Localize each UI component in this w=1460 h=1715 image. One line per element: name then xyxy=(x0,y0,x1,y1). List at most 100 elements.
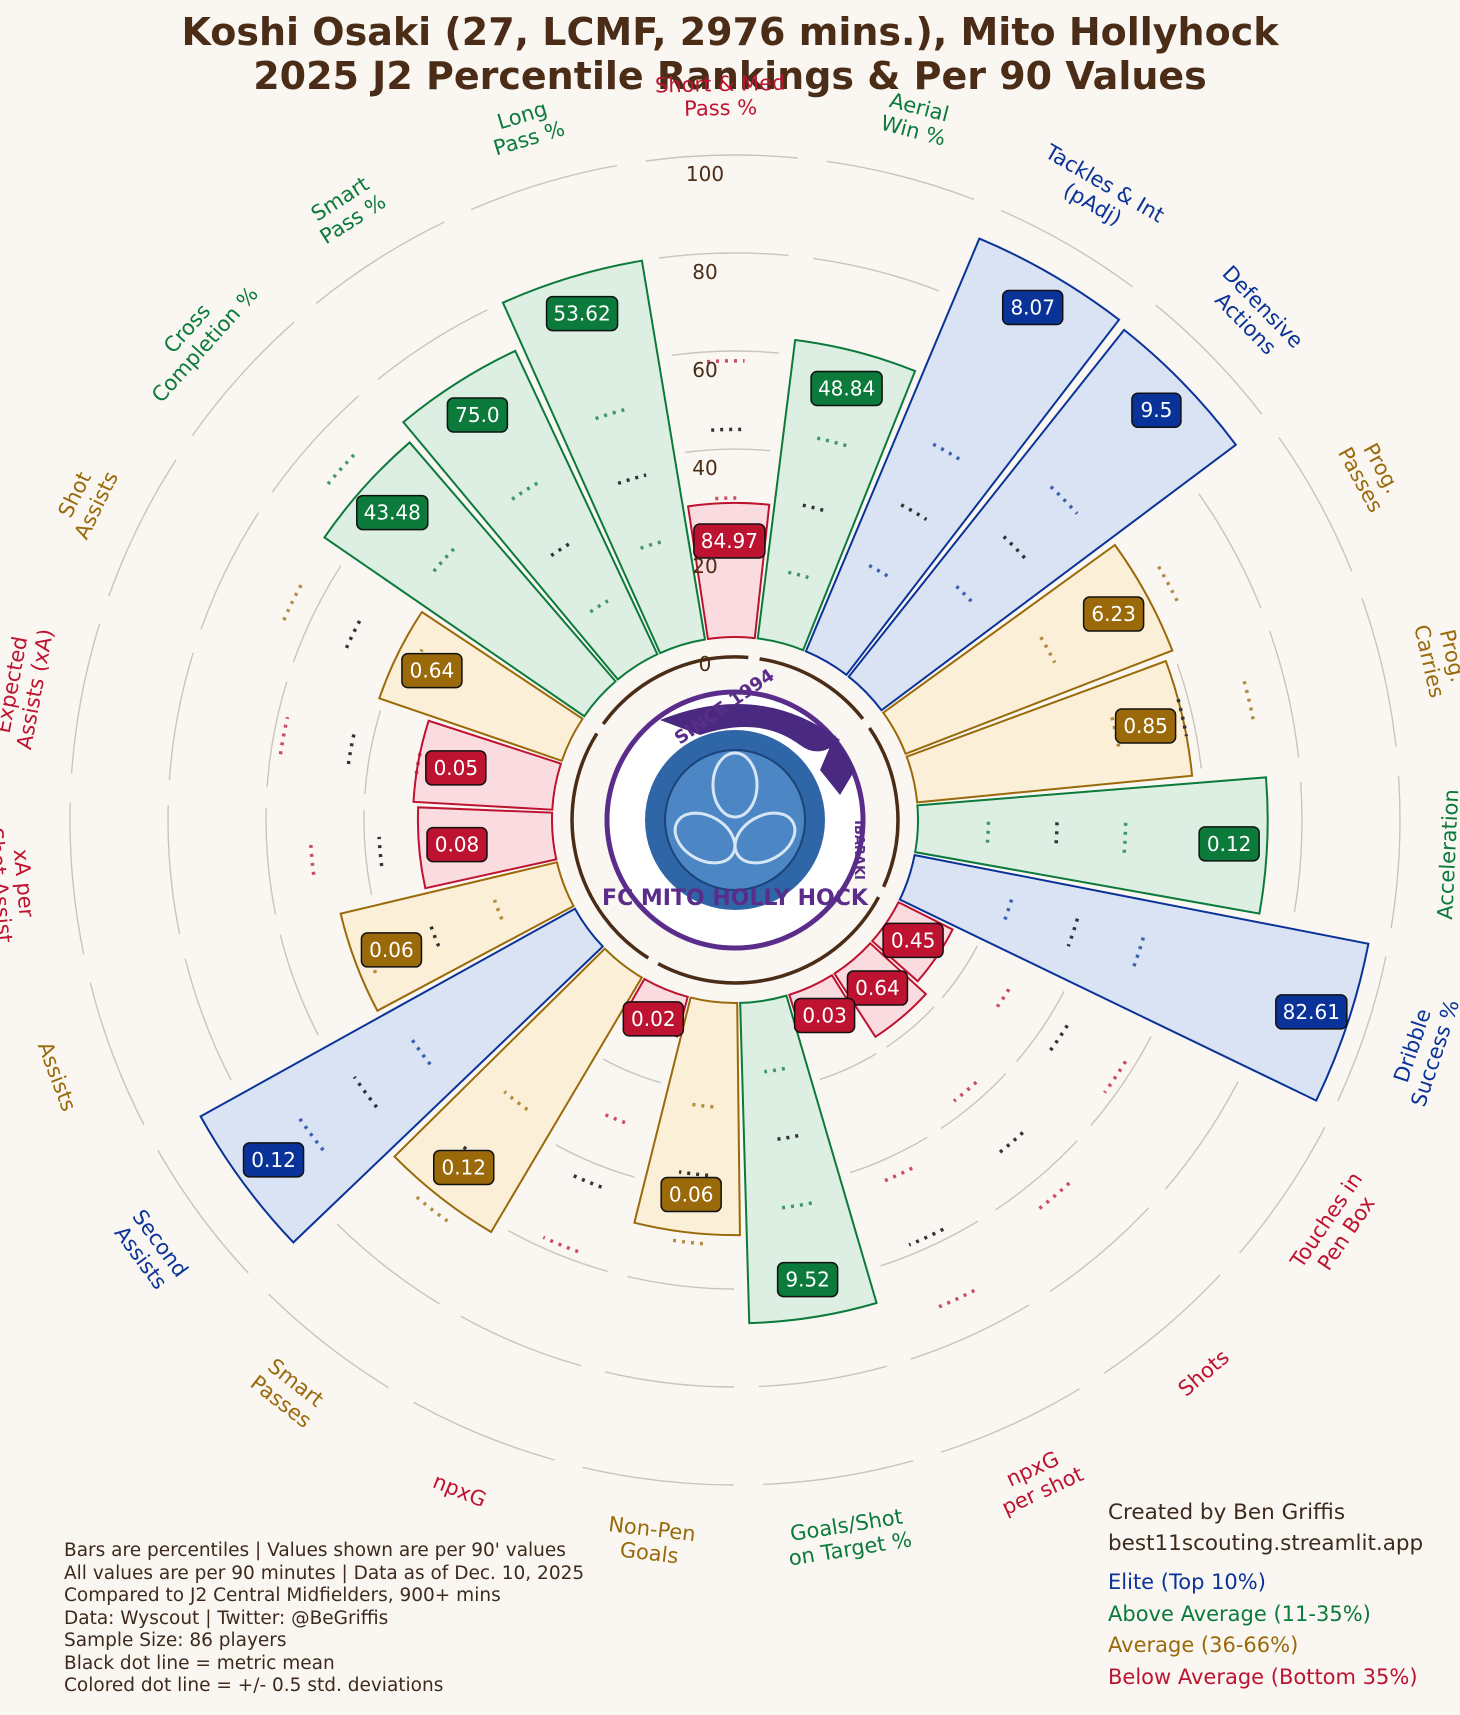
reference-dots xyxy=(1037,1181,1071,1211)
value-label-text: 9.52 xyxy=(785,1268,830,1292)
radial-tick-label: 20 xyxy=(692,554,717,578)
metric-label: SecondAssists xyxy=(108,1205,193,1296)
reference-dots xyxy=(550,539,575,558)
reference-dots xyxy=(816,436,849,448)
grid-arc xyxy=(377,309,488,381)
reference-dots xyxy=(900,503,928,521)
value-label: 0.12 xyxy=(432,1149,495,1186)
grid-arc xyxy=(413,1401,555,1461)
reference-dots xyxy=(1110,716,1121,749)
grid-arc xyxy=(627,1275,735,1290)
value-label-text: 0.02 xyxy=(631,1007,676,1031)
value-label: 0.05 xyxy=(425,750,487,786)
club-logo: SINCE 1994 FC MITO HOLLY HOCK IBARAKI xyxy=(602,665,869,951)
bar-10 xyxy=(739,994,878,1325)
legend-below-average: Below Average (Bottom 35%) xyxy=(1108,1664,1418,1689)
bar-4 xyxy=(905,659,1194,804)
grid-arc xyxy=(826,160,975,201)
grid-arc xyxy=(507,1229,608,1273)
grid-arc xyxy=(268,1293,389,1389)
reference-dots-layer xyxy=(278,359,1256,1311)
group-separators xyxy=(570,655,900,985)
value-label-box xyxy=(426,826,488,863)
reference-dots xyxy=(511,480,540,501)
value-label-text: 0.64 xyxy=(410,659,455,683)
value-label: 48.84 xyxy=(810,370,883,407)
reference-dots xyxy=(296,1114,325,1152)
value-label-box xyxy=(776,1261,839,1298)
grid-arc xyxy=(89,982,145,1126)
value-label-box xyxy=(622,1001,685,1037)
reference-dots xyxy=(377,836,384,867)
value-label: 82.61 xyxy=(1275,994,1348,1030)
reference-dots xyxy=(802,503,829,514)
reference-dots xyxy=(779,1201,813,1210)
legend-elite: Elite (Top 10%) xyxy=(1108,1570,1266,1594)
reference-dots xyxy=(955,585,977,607)
metric-label: SmartPass % xyxy=(303,169,390,249)
value-label: 43.48 xyxy=(356,494,429,531)
grid-arc xyxy=(191,321,295,437)
grid-arc xyxy=(941,945,978,999)
reference-dots xyxy=(1176,698,1189,737)
grid-arc xyxy=(1000,209,1134,288)
grid-arc xyxy=(363,810,373,895)
reference-dots xyxy=(1130,937,1145,972)
bar-5 xyxy=(913,776,1269,915)
grid-arc xyxy=(184,958,232,1081)
value-label: 53.62 xyxy=(545,295,619,332)
metric-label: Non-PenGoals xyxy=(604,1512,697,1570)
grid-arc xyxy=(813,257,940,292)
value-label: 0.85 xyxy=(1114,708,1177,744)
value-label-box xyxy=(1114,708,1177,744)
reference-dots xyxy=(868,563,891,579)
bar-0 xyxy=(756,338,917,652)
reference-dots xyxy=(362,942,378,974)
reference-dots xyxy=(715,496,742,501)
metric-label: LongPass % xyxy=(484,93,568,160)
reference-dots xyxy=(344,615,364,649)
grid-arc xyxy=(602,1058,662,1084)
reference-dots xyxy=(908,1227,945,1247)
value-label-text: 48.84 xyxy=(818,376,875,400)
bar-21 xyxy=(501,259,707,655)
group-separator xyxy=(570,732,650,960)
reference-dots xyxy=(711,427,744,432)
reference-dots xyxy=(952,1080,978,1103)
reference-dots xyxy=(882,1166,913,1184)
value-label-box xyxy=(793,997,856,1034)
reference-dots xyxy=(934,1288,976,1311)
reference-dots xyxy=(427,920,441,947)
grid-arc xyxy=(1278,437,1353,572)
value-label-box xyxy=(1001,289,1064,326)
note-line: All values are per 90 minutes | Data as … xyxy=(64,1562,585,1584)
metric-label: AerialWin % xyxy=(878,88,954,151)
grid-arc xyxy=(168,652,194,781)
value-label-text: 53.62 xyxy=(553,302,610,326)
logo-text-side: IBARAKI xyxy=(851,820,866,880)
value-label: 8.07 xyxy=(1001,289,1064,326)
group-separator xyxy=(657,896,881,985)
reference-dots xyxy=(414,1194,449,1223)
value-label-text: 0.45 xyxy=(891,928,936,952)
grid-arc xyxy=(271,395,360,493)
grid-arc xyxy=(157,1150,249,1274)
grid-arc xyxy=(266,681,288,788)
value-label: 0.06 xyxy=(360,932,423,968)
reference-dots xyxy=(595,406,630,421)
grid-arc xyxy=(1390,775,1401,929)
metric-label: CrossCompletion % xyxy=(129,266,263,407)
reference-dots xyxy=(1047,1024,1069,1053)
value-label-box xyxy=(1131,392,1182,428)
reference-dots xyxy=(1053,822,1059,849)
bar-15 xyxy=(339,861,575,1013)
metric-label: Short & MedPass % xyxy=(655,71,786,122)
metric-label: ShotAssists xyxy=(48,457,123,543)
grid-arc xyxy=(910,1304,1030,1360)
metric-label: Prog.Carries xyxy=(1409,617,1460,700)
value-label-text: 0.85 xyxy=(1123,714,1168,738)
grid-arc xyxy=(658,252,789,259)
value-label-text: 0.06 xyxy=(669,1183,714,1207)
reference-dots xyxy=(995,1131,1024,1157)
group-separator xyxy=(759,657,865,720)
